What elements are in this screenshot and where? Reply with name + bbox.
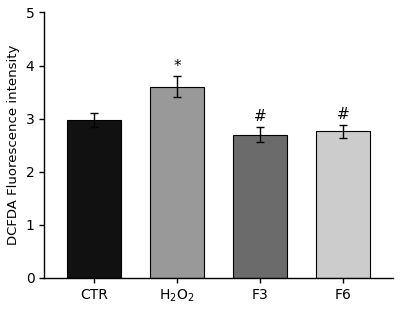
Y-axis label: DCFDA Fluorescence intensity: DCFDA Fluorescence intensity: [7, 45, 20, 245]
Bar: [316, 131, 370, 278]
Text: *: *: [173, 58, 181, 73]
Bar: [67, 120, 121, 278]
Text: #: #: [337, 107, 350, 122]
Bar: [150, 87, 204, 278]
Bar: [233, 135, 287, 278]
Text: #: #: [254, 109, 266, 124]
